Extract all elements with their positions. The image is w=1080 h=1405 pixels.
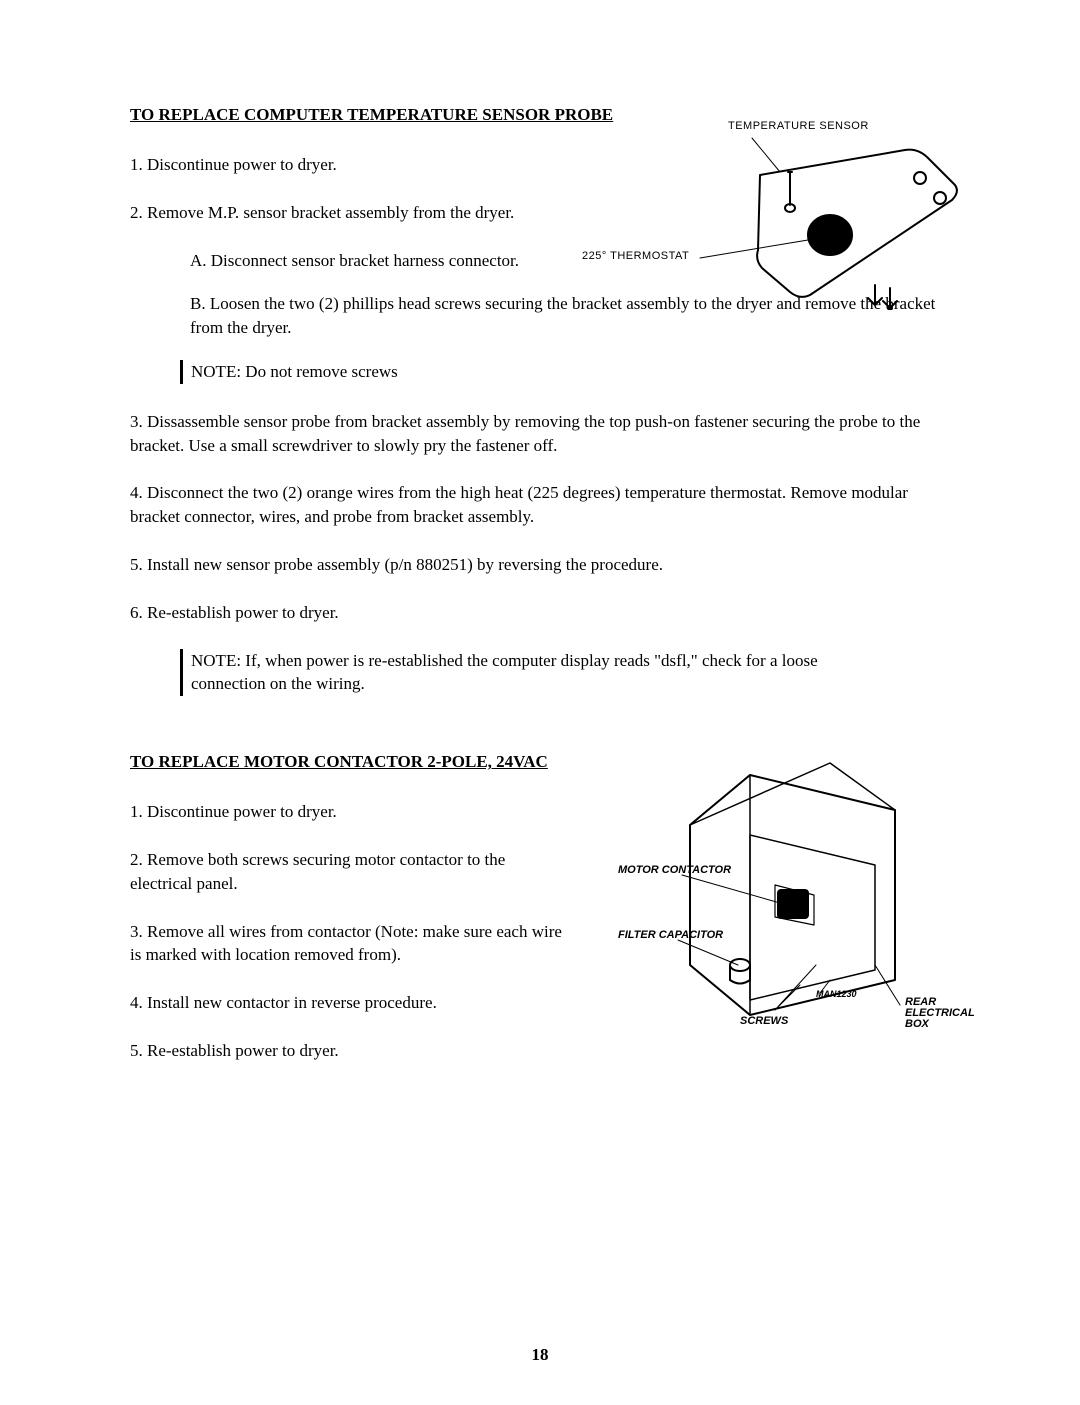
fig1-thermostat-label: 225° THERMOSTAT: [582, 250, 689, 262]
fig1-temp-sensor-label: TEMPERATURE SENSOR: [728, 120, 869, 132]
s2-step4: 4. Install new contactor in reverse proc…: [130, 991, 570, 1015]
fig2-filter-capacitor-label: FILTER CAPACITOR: [618, 930, 723, 941]
s2-step2: 2. Remove both screws securing motor con…: [130, 848, 570, 896]
figure2: MOTOR CONTACTOR FILTER CAPACITOR SCREWS …: [620, 755, 980, 1045]
s1-step4: 4. Disconnect the two (2) orange wires f…: [130, 481, 950, 529]
fig2-motor-contactor-label: MOTOR CONTACTOR: [618, 865, 731, 876]
fig2-man-label: MAN1230: [816, 989, 857, 999]
page-number: 18: [0, 1345, 1080, 1365]
s1-note2: NOTE: If, when power is re-established t…: [180, 649, 891, 697]
figure1: TEMPERATURE SENSOR 225° THERMOSTAT: [640, 120, 970, 310]
s2-step5: 5. Re-establish power to dryer.: [130, 1039, 570, 1063]
s1-step6: 6. Re-establish power to dryer.: [130, 601, 950, 625]
figure1-svg: [640, 120, 970, 310]
page-container: TO REPLACE COMPUTER TEMPERATURE SENSOR P…: [0, 0, 1080, 1127]
s2-step1: 1. Discontinue power to dryer.: [130, 800, 570, 824]
s1-subA: A. Disconnect sensor bracket harness con…: [190, 249, 580, 273]
s2-step3: 3. Remove all wires from contactor (Note…: [130, 920, 570, 968]
fig2-rear-box-label: REAR ELECTRICAL BOX: [905, 997, 975, 1030]
s1-step5: 5. Install new sensor probe assembly (p/…: [130, 553, 950, 577]
s1-step3: 3. Dissassemble sensor probe from bracke…: [130, 410, 950, 458]
fig2-screws-label: SCREWS: [740, 1015, 788, 1027]
s1-note1: NOTE: Do not remove screws: [180, 360, 398, 384]
